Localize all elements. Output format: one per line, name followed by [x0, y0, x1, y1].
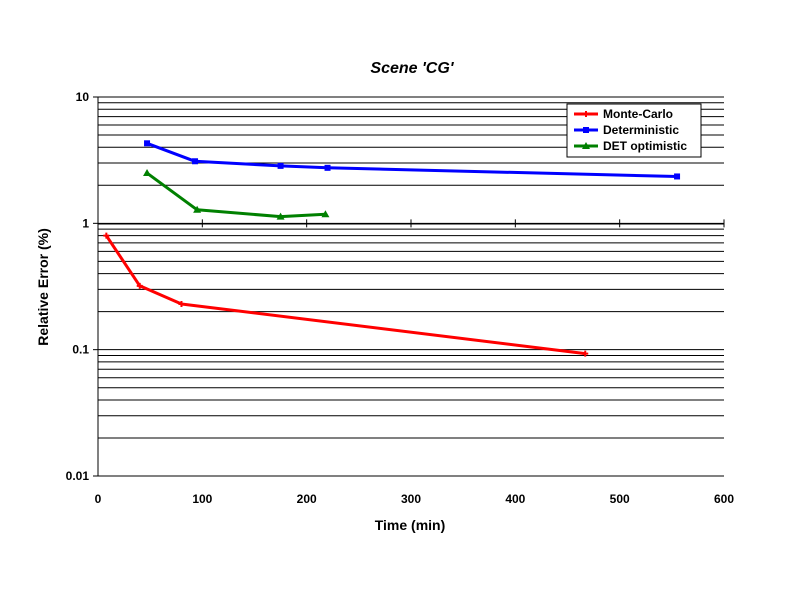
x-tick-label: 200	[297, 492, 317, 506]
chart-title: Scene 'CG'	[370, 60, 454, 77]
series-monte-carlo	[103, 232, 589, 357]
y-axis-label: Relative Error (%)	[35, 228, 51, 345]
x-tick-label: 600	[714, 492, 734, 506]
legend-item-det-optimistic: DET optimistic	[574, 139, 687, 153]
series-deterministic	[144, 140, 681, 180]
data-point-deterministic	[192, 158, 199, 165]
x-tick-label: 300	[401, 492, 421, 506]
data-point-monte-carlo	[136, 282, 143, 289]
legend-item-monte-carlo: Monte-Carlo	[574, 107, 673, 121]
data-point-det-optimistic	[276, 212, 285, 220]
data-point-deterministic	[144, 140, 151, 147]
data-point-det-optimistic	[143, 169, 152, 177]
data-point-det-optimistic	[193, 205, 202, 213]
y-tick-label: 0.1	[72, 343, 89, 357]
data-point-monte-carlo	[178, 300, 185, 307]
legend-marker	[582, 142, 590, 149]
legend-marker	[583, 127, 589, 133]
x-tick-label: 0	[95, 492, 102, 506]
legend-marker	[583, 111, 589, 117]
legend-label: DET optimistic	[603, 139, 687, 153]
series-det-optimistic	[143, 169, 330, 220]
legend-label: Monte-Carlo	[603, 107, 673, 121]
series-lines	[103, 140, 681, 357]
legend-label: Deterministic	[603, 123, 679, 137]
series-line-det-optimistic	[146, 171, 326, 219]
x-axis-label: Time (min)	[375, 517, 446, 533]
x-tick-label: 400	[505, 492, 525, 506]
series-line-monte-carlo	[105, 234, 586, 356]
data-point-monte-carlo	[582, 350, 589, 357]
data-point-det-optimistic	[321, 210, 330, 218]
y-tick-label: 1	[82, 216, 89, 230]
legend: Monte-Carlo Deterministic DET optimistic	[566, 103, 702, 158]
x-tick-label: 100	[192, 492, 212, 506]
data-point-deterministic	[674, 173, 681, 180]
data-point-deterministic	[324, 164, 331, 171]
y-tick-label: 0.01	[66, 469, 90, 483]
axis-ticks: 0 100 200 300 400 500 600 0.01 0.1 1 10	[66, 90, 735, 506]
data-point-deterministic	[277, 162, 284, 169]
data-point-monte-carlo	[103, 232, 110, 239]
x-tick-label: 500	[610, 492, 630, 506]
legend-item-deterministic: Deterministic	[574, 123, 679, 137]
y-tick-label: 10	[76, 90, 90, 104]
